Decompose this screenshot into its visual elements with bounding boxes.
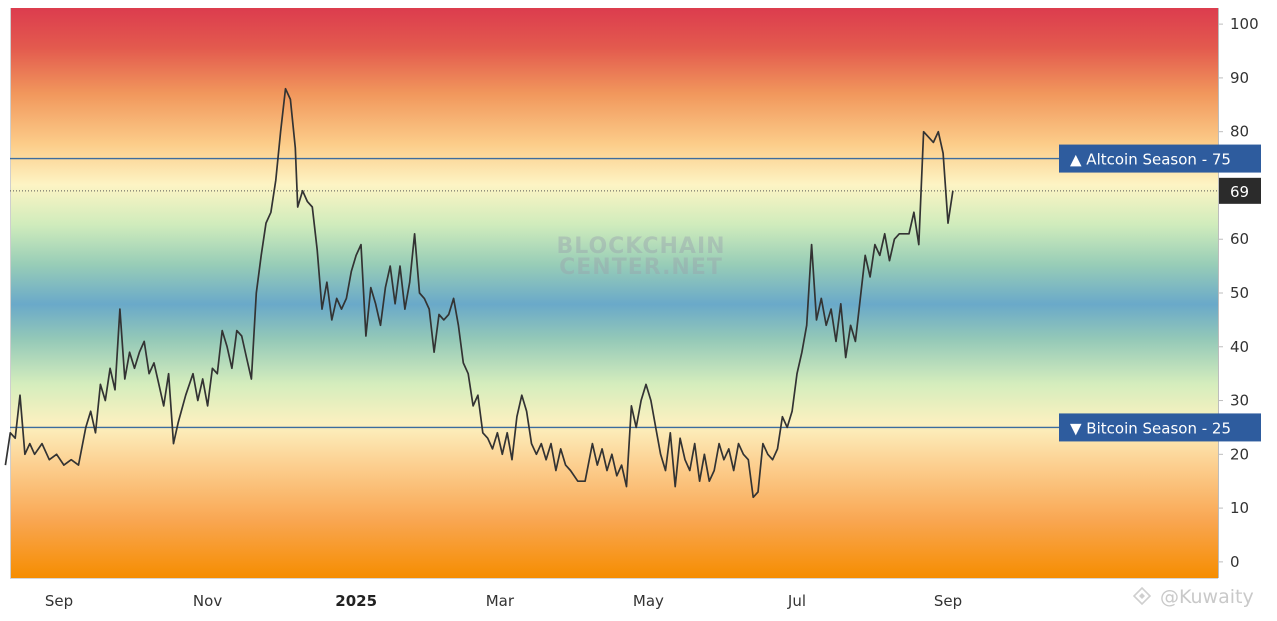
value-badges: ▲ Altcoin Season - 75 ▼ Bitcoin Season - … xyxy=(1059,144,1261,442)
x-tick-label: Nov xyxy=(193,592,222,610)
y-tick-label: 50 xyxy=(1230,284,1249,302)
credit-group: @Kuwaity xyxy=(1132,586,1254,608)
reference-badge-label: ▲ Altcoin Season - 75 xyxy=(1070,151,1231,169)
x-tick-label: Mar xyxy=(486,592,515,610)
y-tick-label: 80 xyxy=(1230,123,1249,141)
y-tick-label: 60 xyxy=(1230,230,1249,248)
y-tick-label: 30 xyxy=(1230,392,1249,410)
credit-text: @Kuwaity xyxy=(1160,586,1254,608)
y-tick-label: 40 xyxy=(1230,338,1249,356)
y-tick-label: 100 xyxy=(1230,15,1259,33)
y-tick-label: 20 xyxy=(1230,445,1249,463)
watermark: BLOCKCHAIN CENTER.NET xyxy=(556,234,725,280)
watermark-line2: CENTER.NET xyxy=(559,255,723,280)
reference-lines xyxy=(10,157,1218,429)
y-tick-label: 10 xyxy=(1230,499,1249,517)
last-value-badge xyxy=(1219,177,1261,204)
x-tick-label: 2025 xyxy=(335,592,377,610)
y-axis-ticks: 0102030405060708090100 xyxy=(1218,15,1259,571)
x-tick-label: May xyxy=(633,592,664,610)
x-tick-label: Jul xyxy=(787,592,806,610)
y-tick-label: 90 xyxy=(1230,69,1249,87)
x-tick-label: Sep xyxy=(934,592,962,610)
reference-badge-label: ▼ Bitcoin Season - 25 xyxy=(1070,419,1231,437)
watermark-line1: BLOCKCHAIN xyxy=(556,234,725,259)
reference-badge-bitcoin xyxy=(1059,413,1261,442)
series-line-1 xyxy=(4,87,954,499)
y-tick-label: 0 xyxy=(1230,553,1240,571)
x-axis-ticks: Sep Nov 2025 Mar May Jul Sep xyxy=(45,592,962,610)
x-tick-label: Sep xyxy=(45,592,73,610)
binance-square-icon xyxy=(1132,586,1152,606)
last-value-label: 69 xyxy=(1230,183,1249,201)
series-group xyxy=(4,87,954,499)
reference-badge-altcoin xyxy=(1059,144,1261,173)
plot-background xyxy=(10,8,1218,578)
